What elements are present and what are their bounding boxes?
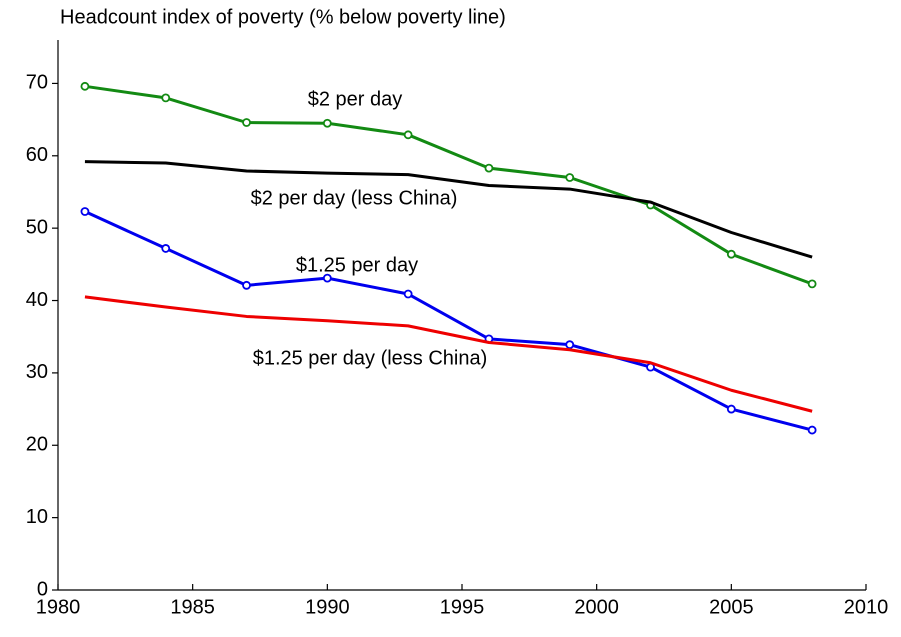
point-marker (565, 340, 575, 350)
point-marker (322, 118, 332, 128)
point-marker (565, 173, 575, 182)
point-marker (242, 280, 251, 290)
y-tick-label: 0 (37, 578, 48, 600)
series-line (84, 295, 813, 413)
series-label: $2 per day (308, 88, 403, 110)
y-axis-title: Headcount index of poverty (% below pove… (60, 6, 506, 28)
point-marker (726, 404, 736, 414)
point-marker (807, 425, 817, 435)
x-tick-label: 1990 (305, 596, 350, 618)
x-tick-label: 1985 (170, 596, 215, 618)
x-tick-label: 2005 (709, 596, 754, 618)
series-label: $2 per day (less China) (251, 187, 458, 209)
point-marker (807, 279, 817, 289)
point-marker (726, 249, 736, 259)
y-tick-label: 20 (26, 434, 48, 456)
point-marker (403, 289, 413, 299)
x-tick-label: 2010 (844, 596, 889, 618)
series-label: $1.25 per day (less China) (253, 347, 488, 369)
x-tick-label: 1995 (440, 596, 485, 618)
series-label: $1.25 per day (296, 254, 418, 276)
point-marker (80, 207, 90, 216)
x-tick-label: 2000 (574, 596, 619, 618)
y-tick-label: 60 (26, 144, 48, 166)
point-marker (80, 81, 90, 91)
point-marker (403, 130, 413, 140)
y-tick-label: 40 (26, 289, 48, 311)
series-line (84, 160, 813, 259)
series-line (84, 84, 813, 286)
point-marker (242, 118, 251, 127)
y-tick-label: 50 (26, 216, 48, 238)
point-marker (161, 244, 171, 253)
y-tick-label: 70 (26, 72, 48, 94)
point-marker (484, 163, 494, 173)
series-line (84, 210, 813, 432)
point-marker (161, 93, 171, 103)
point-marker (322, 273, 332, 283)
y-tick-label: 30 (26, 361, 48, 383)
y-tick-label: 10 (26, 506, 48, 528)
x-tick-label: 1980 (36, 596, 81, 618)
